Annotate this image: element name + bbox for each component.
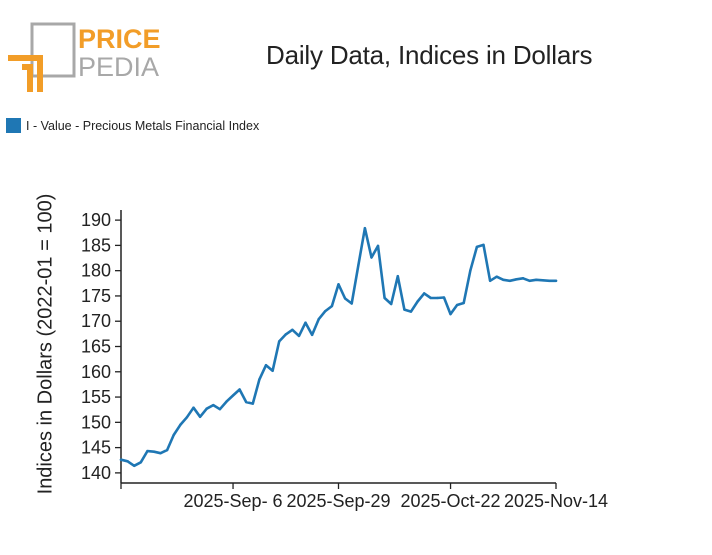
data-point: [251, 402, 255, 405]
data-point: [357, 264, 360, 267]
data-point: [462, 301, 465, 305]
y-tick-label: 175: [81, 286, 111, 306]
data-point: [264, 364, 268, 367]
data-point: [535, 278, 538, 281]
data-point: [238, 388, 241, 391]
data-point: [304, 321, 307, 324]
data-point: [449, 312, 452, 316]
data-point: [383, 296, 386, 300]
data-point: [442, 296, 446, 299]
data-point: [258, 378, 261, 381]
series-line: [119, 226, 558, 468]
data-point: [212, 403, 215, 407]
data-point: [231, 394, 235, 397]
y-tick-label: 170: [81, 311, 111, 331]
data-point: [396, 275, 400, 278]
logo-word-pedia: PEDIA: [78, 52, 159, 82]
data-point: [554, 279, 558, 282]
data-point: [310, 333, 314, 337]
data-point: [330, 304, 334, 308]
chart-title: Daily Data, Indices in Dollars: [266, 40, 593, 70]
x-tick-label: 2025-Oct-22: [401, 491, 501, 511]
data-point: [422, 292, 426, 295]
y-tick-label: 180: [81, 261, 111, 281]
data-point: [172, 433, 175, 437]
data-point: [119, 458, 123, 461]
data-point: [502, 278, 505, 281]
legend-label: I - Value - Precious Metals Financial In…: [26, 118, 260, 133]
data-point: [482, 243, 485, 247]
x-axis: 2025-Sep- 6 2025-Sep-29 2025-Oct-22 2025-No…: [120, 482, 608, 511]
x-tick-label: 2025-Sep- 6: [184, 491, 283, 511]
y-tick-label: 140: [81, 463, 111, 483]
data-point: [271, 369, 274, 372]
y-tick-label: 165: [81, 337, 111, 357]
data-point: [541, 279, 545, 282]
series-layer: [119, 226, 558, 468]
legend-swatch: [6, 118, 21, 133]
data-point: [165, 448, 169, 452]
x-tick-label: 2025-Sep-29: [286, 491, 390, 511]
data-point: [324, 309, 327, 313]
y-tick-label: 155: [81, 387, 111, 407]
data-point: [528, 279, 531, 282]
data-point: [185, 416, 189, 419]
data-point: [429, 296, 432, 300]
data-point: [521, 277, 525, 280]
x-tick-label: 2025-Nov-14: [504, 491, 608, 511]
legend[interactable]: I - Value - Precious Metals Financial In…: [6, 118, 259, 133]
data-point: [488, 279, 492, 282]
data-point: [152, 450, 156, 453]
data-point: [205, 407, 208, 410]
y-tick-label: 190: [81, 210, 111, 230]
data-point: [350, 302, 353, 305]
data-point: [416, 300, 419, 303]
data-point: [409, 310, 413, 313]
data-point: [469, 269, 472, 272]
data-point: [291, 328, 294, 332]
data-point: [515, 278, 518, 281]
data-point: [225, 400, 228, 403]
data-point: [455, 303, 459, 307]
y-tick-label: 185: [81, 235, 111, 255]
logo-orange-bracket-2: [22, 64, 33, 92]
data-point: [508, 279, 512, 282]
data-point: [139, 461, 142, 464]
data-point: [192, 406, 195, 409]
data-point: [370, 256, 373, 259]
y-tick-label: 160: [81, 362, 111, 382]
data-point: [475, 245, 479, 249]
logo-word-price: PRICE: [78, 24, 161, 54]
data-point: [198, 415, 202, 418]
data-point: [146, 449, 149, 453]
data-point: [317, 318, 320, 321]
data-point: [159, 451, 162, 455]
data-point: [495, 275, 498, 278]
y-axis: 140 145 150 155 160 165 170 175 180 185 190: [81, 210, 122, 483]
data-point: [126, 460, 129, 463]
data-point: [343, 297, 347, 300]
data-point: [390, 302, 393, 306]
data-point: [179, 423, 182, 427]
data-point: [337, 283, 340, 286]
pricepedia-logo: PRICE PEDIA: [8, 22, 161, 92]
data-point: [277, 340, 281, 343]
y-tick-label: 150: [81, 412, 111, 432]
data-point: [548, 279, 551, 282]
data-point: [376, 244, 380, 248]
data-point: [284, 333, 287, 336]
data-point: [297, 334, 301, 338]
data-point: [363, 227, 367, 230]
data-point: [218, 407, 222, 411]
logo-grey-frame: [30, 22, 76, 78]
data-point: [132, 464, 136, 468]
data-point: [436, 296, 439, 300]
data-point: [245, 400, 248, 404]
data-point: [403, 308, 406, 311]
logo-orange-bracket-1: [8, 55, 43, 92]
y-tick-label: 145: [81, 438, 111, 458]
